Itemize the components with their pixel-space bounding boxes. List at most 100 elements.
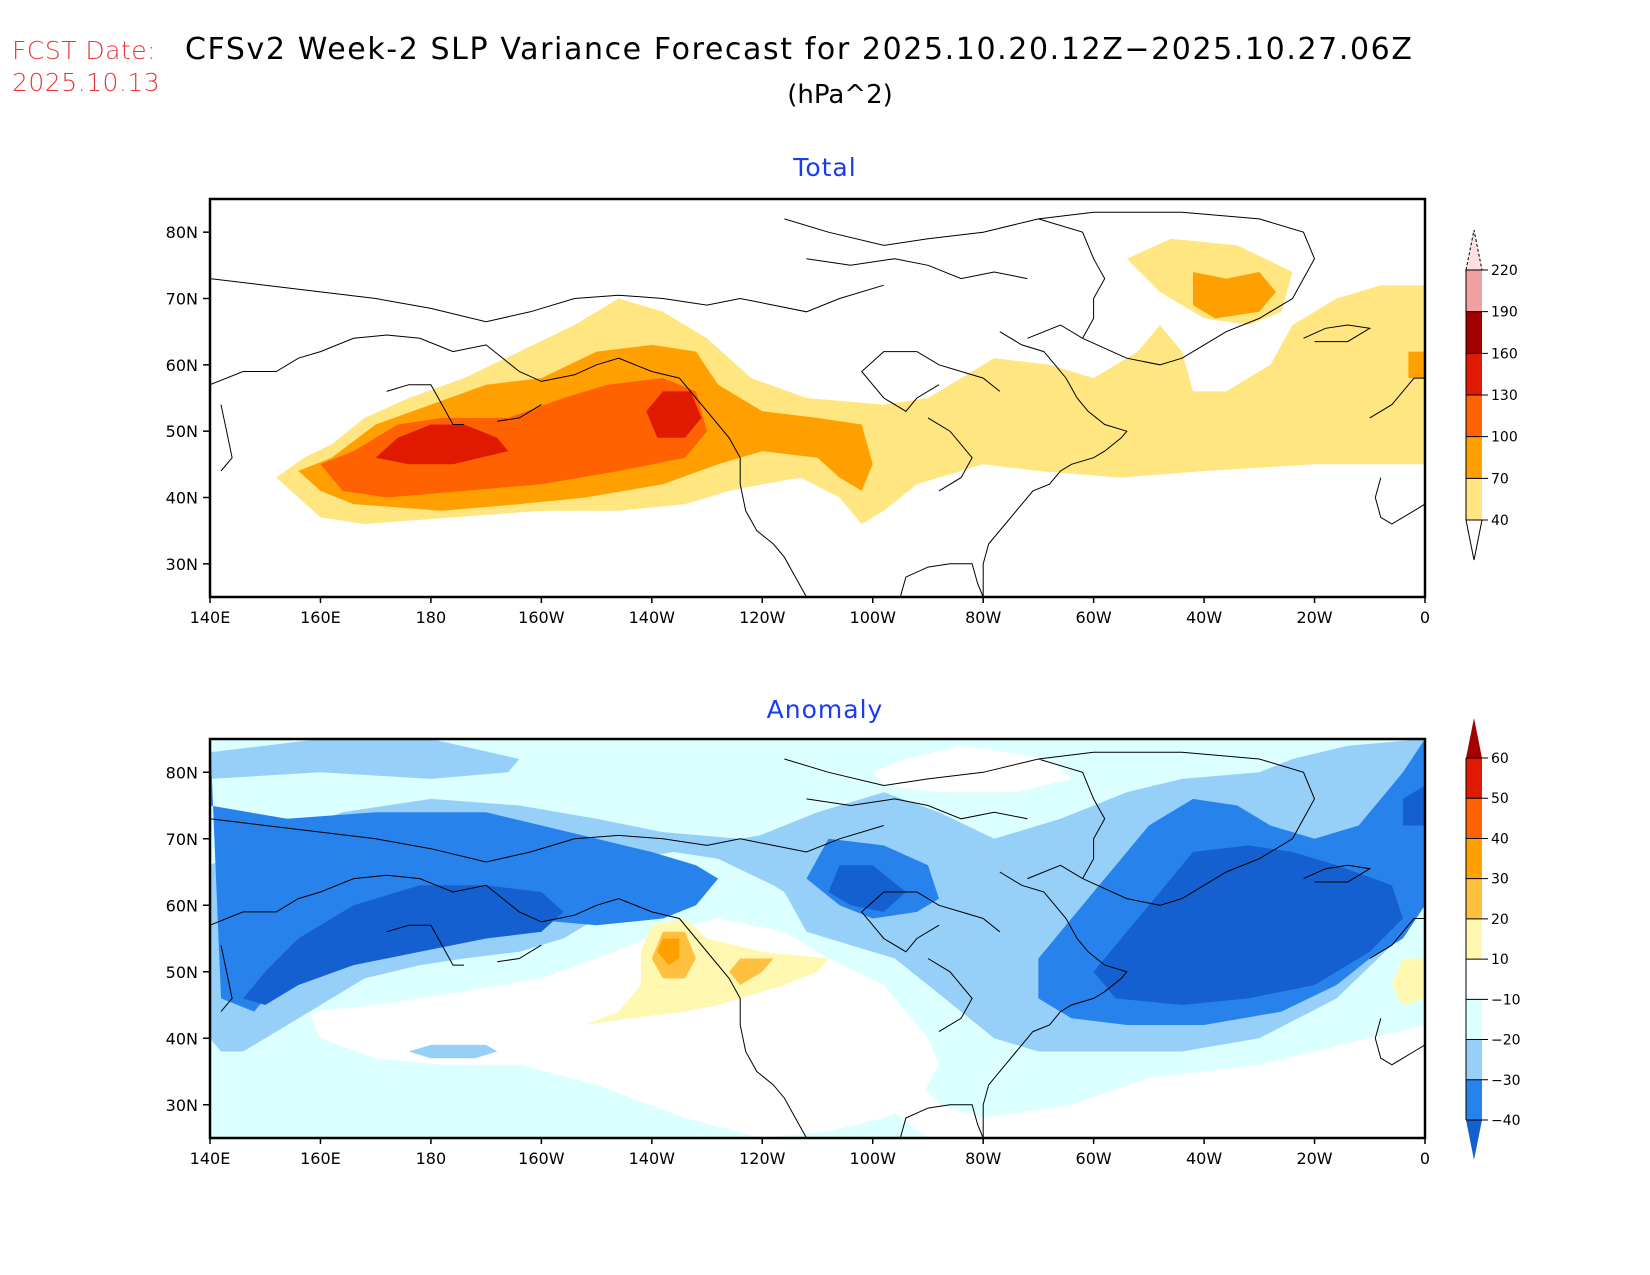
colorbar-label: 10 — [1491, 952, 1509, 968]
x-tick-label: 0 — [1420, 608, 1430, 627]
coastline — [1027, 211, 1316, 366]
y-tick-label: 60N — [166, 896, 198, 915]
coastline — [220, 944, 233, 1012]
contour-fill — [585, 918, 829, 1025]
colorbar-segment — [1466, 353, 1482, 395]
x-tick-label: 160E — [300, 608, 341, 627]
colorbar-label: 30 — [1491, 872, 1509, 888]
neutral-region — [309, 918, 939, 1138]
y-tick-label: 30N — [166, 1096, 198, 1115]
colorbar-label: 50 — [1491, 791, 1509, 807]
contour-fill — [408, 1044, 498, 1059]
chart-units: (hPa^2) — [787, 80, 893, 110]
coastline — [861, 351, 1001, 412]
colorbar-segment — [1466, 878, 1482, 919]
shading-layer — [210, 199, 1425, 597]
contour-fill — [651, 931, 696, 979]
x-tick-label: 80W — [965, 1149, 1001, 1168]
colorbar-label: 220 — [1491, 263, 1518, 279]
contour-fill — [1193, 272, 1276, 319]
coastlines — [210, 751, 1425, 1138]
coastline — [982, 331, 1128, 597]
colorbar-segment — [1466, 1039, 1482, 1080]
x-tick-label: 140E — [190, 1149, 231, 1168]
x-tick-label: 140E — [190, 608, 231, 627]
x-tick-label: 20W — [1296, 608, 1332, 627]
shading-layer — [210, 739, 1425, 1138]
colorbar-extend-low — [1466, 1120, 1482, 1160]
colorbar-label: −30 — [1491, 1073, 1521, 1089]
x-tick-label: 40W — [1186, 608, 1222, 627]
contour-fill — [1093, 845, 1403, 1005]
y-tick-label: 70N — [166, 290, 198, 309]
coastline — [927, 417, 973, 492]
contour-fill — [646, 391, 702, 438]
x-tick-label: 160E — [300, 1149, 341, 1168]
coastline — [784, 758, 1039, 787]
colorbar-segment — [1466, 436, 1482, 479]
contour-fill — [375, 424, 509, 465]
colorbar-label: 20 — [1491, 912, 1509, 928]
contour-fill — [1391, 958, 1425, 1005]
neutral-region — [883, 1025, 1425, 1138]
coastline — [899, 1104, 984, 1138]
y-tick-label: 80N — [166, 763, 198, 782]
chart-title: CFSv2 Week-2 SLP Variance Forecast for 2… — [185, 32, 1414, 67]
contour-fill — [210, 798, 917, 1052]
contour-fill — [828, 865, 906, 912]
contour-fill — [657, 938, 680, 966]
coastline — [386, 924, 464, 966]
x-tick-label: 180 — [416, 608, 447, 627]
contour-fill — [729, 958, 774, 985]
colorbar-segment — [1466, 798, 1482, 839]
colorbar-label: −40 — [1491, 1113, 1521, 1129]
contour-fill — [806, 838, 939, 919]
colorbar-segment — [1466, 999, 1482, 1040]
coastline — [1027, 751, 1316, 906]
plot-frame — [208, 197, 1427, 599]
coastline — [210, 278, 884, 323]
colorbar-label: 100 — [1491, 430, 1518, 446]
neutral-region — [872, 745, 1072, 793]
colorbar-segment — [1466, 758, 1482, 799]
coastline — [386, 384, 464, 425]
forecast-date-value: 2025.10.13 — [12, 68, 161, 97]
x-tick-label: 20W — [1296, 1149, 1332, 1168]
x-tick-label: 100W — [850, 1149, 897, 1168]
colorbar-extend-low — [1465, 519, 1483, 561]
neutral-region — [1303, 772, 1370, 806]
map-panel-1: 140E 160E 180 160W 140W 120W 100W 80W 60W 40W 20W 0… — [166, 718, 1521, 1168]
y-tick-label: 30N — [166, 555, 198, 574]
colorbar-label: 190 — [1491, 305, 1518, 321]
y-tick-label: 40N — [166, 489, 198, 508]
x-tick-label: 100W — [850, 608, 897, 627]
colorbar-segment — [1466, 959, 1482, 1000]
colorbar-label: 60 — [1491, 751, 1509, 767]
coastline — [1303, 324, 1372, 343]
coastline — [1374, 1018, 1425, 1066]
colorbar-segment — [1466, 270, 1482, 312]
x-tick-label: 0 — [1420, 1149, 1430, 1168]
x-tick-label: 140W — [629, 1149, 676, 1168]
contour-fill — [210, 739, 520, 779]
panel-title-anomaly: Anomaly — [766, 695, 884, 724]
coastline — [1369, 918, 1425, 959]
coastline — [1369, 377, 1425, 419]
coastline — [806, 258, 1028, 280]
contour-fill — [210, 739, 719, 1012]
colorbar-label: −10 — [1491, 992, 1521, 1008]
x-tick-label: 40W — [1186, 1149, 1222, 1168]
x-tick-label: 120W — [739, 1149, 786, 1168]
colorbar-label: 40 — [1491, 831, 1509, 847]
colorbar-segment — [1466, 478, 1482, 520]
colorbar-label: 40 — [1491, 513, 1509, 529]
colorbar: 40 70 100 130 160 190 220 — [1465, 229, 1518, 561]
coastline — [1374, 477, 1425, 525]
colorbar-extend-high — [1466, 718, 1482, 758]
x-tick-label: 140W — [629, 608, 676, 627]
coastline — [210, 874, 807, 1138]
coastline — [927, 958, 973, 1033]
map-panel-0: 140E 160E 180 160W 140W 120W 100W 80W 60W 40W 20W 0… — [166, 197, 1518, 627]
coastline — [220, 404, 233, 472]
coastline — [210, 818, 884, 863]
